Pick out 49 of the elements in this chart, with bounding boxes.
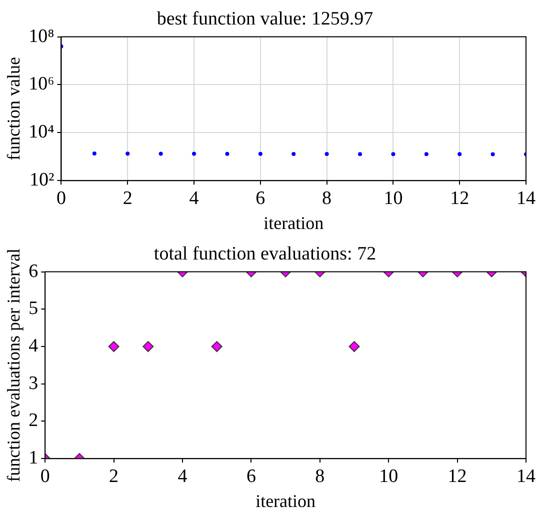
y-tick-label: 3 [28,372,38,394]
x-tick-label: 14 [516,466,536,487]
x-tick-label: 8 [315,466,325,487]
x-tick-label: 2 [122,188,132,209]
y-tick-label: 2 [28,410,38,432]
y-tick-label: 10⁸ [28,26,54,47]
point [126,152,130,156]
point [292,152,296,156]
chart-title: total function evaluations: 72 [154,243,376,264]
x-tick-label: 0 [40,466,50,487]
point [142,341,154,352]
point [424,152,428,156]
x-tick-label: 12 [448,466,467,487]
x-tick-label: 0 [56,188,66,209]
y-axis-title: function value [4,56,24,160]
x-tick-label: 10 [379,466,398,487]
point [225,152,230,156]
y-tick-label: 4 [28,336,39,357]
point [458,152,462,156]
point [108,341,120,352]
point [490,152,495,156]
point [211,341,222,352]
x-axis-title: iteration [256,490,316,511]
point [258,152,262,156]
x-tick-label: 2 [109,466,119,487]
y-tick-label: 1 [28,448,38,469]
chart-title: best function value: 1259.97 [156,8,374,30]
x-tick-label: 6 [246,466,256,487]
y-tick-label: 10⁶ [28,74,54,95]
x-tick-label: 4 [178,466,188,487]
y-tick-label: 5 [28,298,38,320]
x-tick-label: 8 [322,188,332,209]
x-tick-label: 4 [189,188,200,209]
x-tick-label: 14 [516,188,536,209]
y-tick-label: 10⁴ [28,122,55,143]
x-tick-label: 6 [256,188,266,209]
x-tick-label: 12 [450,188,470,209]
x-axis-title: iteration [264,212,324,233]
point [348,341,360,352]
y-tick-label: 6 [28,260,38,282]
y-tick-label: 10² [30,170,55,191]
y-axis-title: function evaluations per interval [4,248,24,482]
point [192,152,196,156]
point [158,152,163,156]
point [358,152,362,156]
point [324,152,329,156]
point [391,152,396,156]
x-tick-label: 10 [384,188,403,209]
point [92,152,96,156]
